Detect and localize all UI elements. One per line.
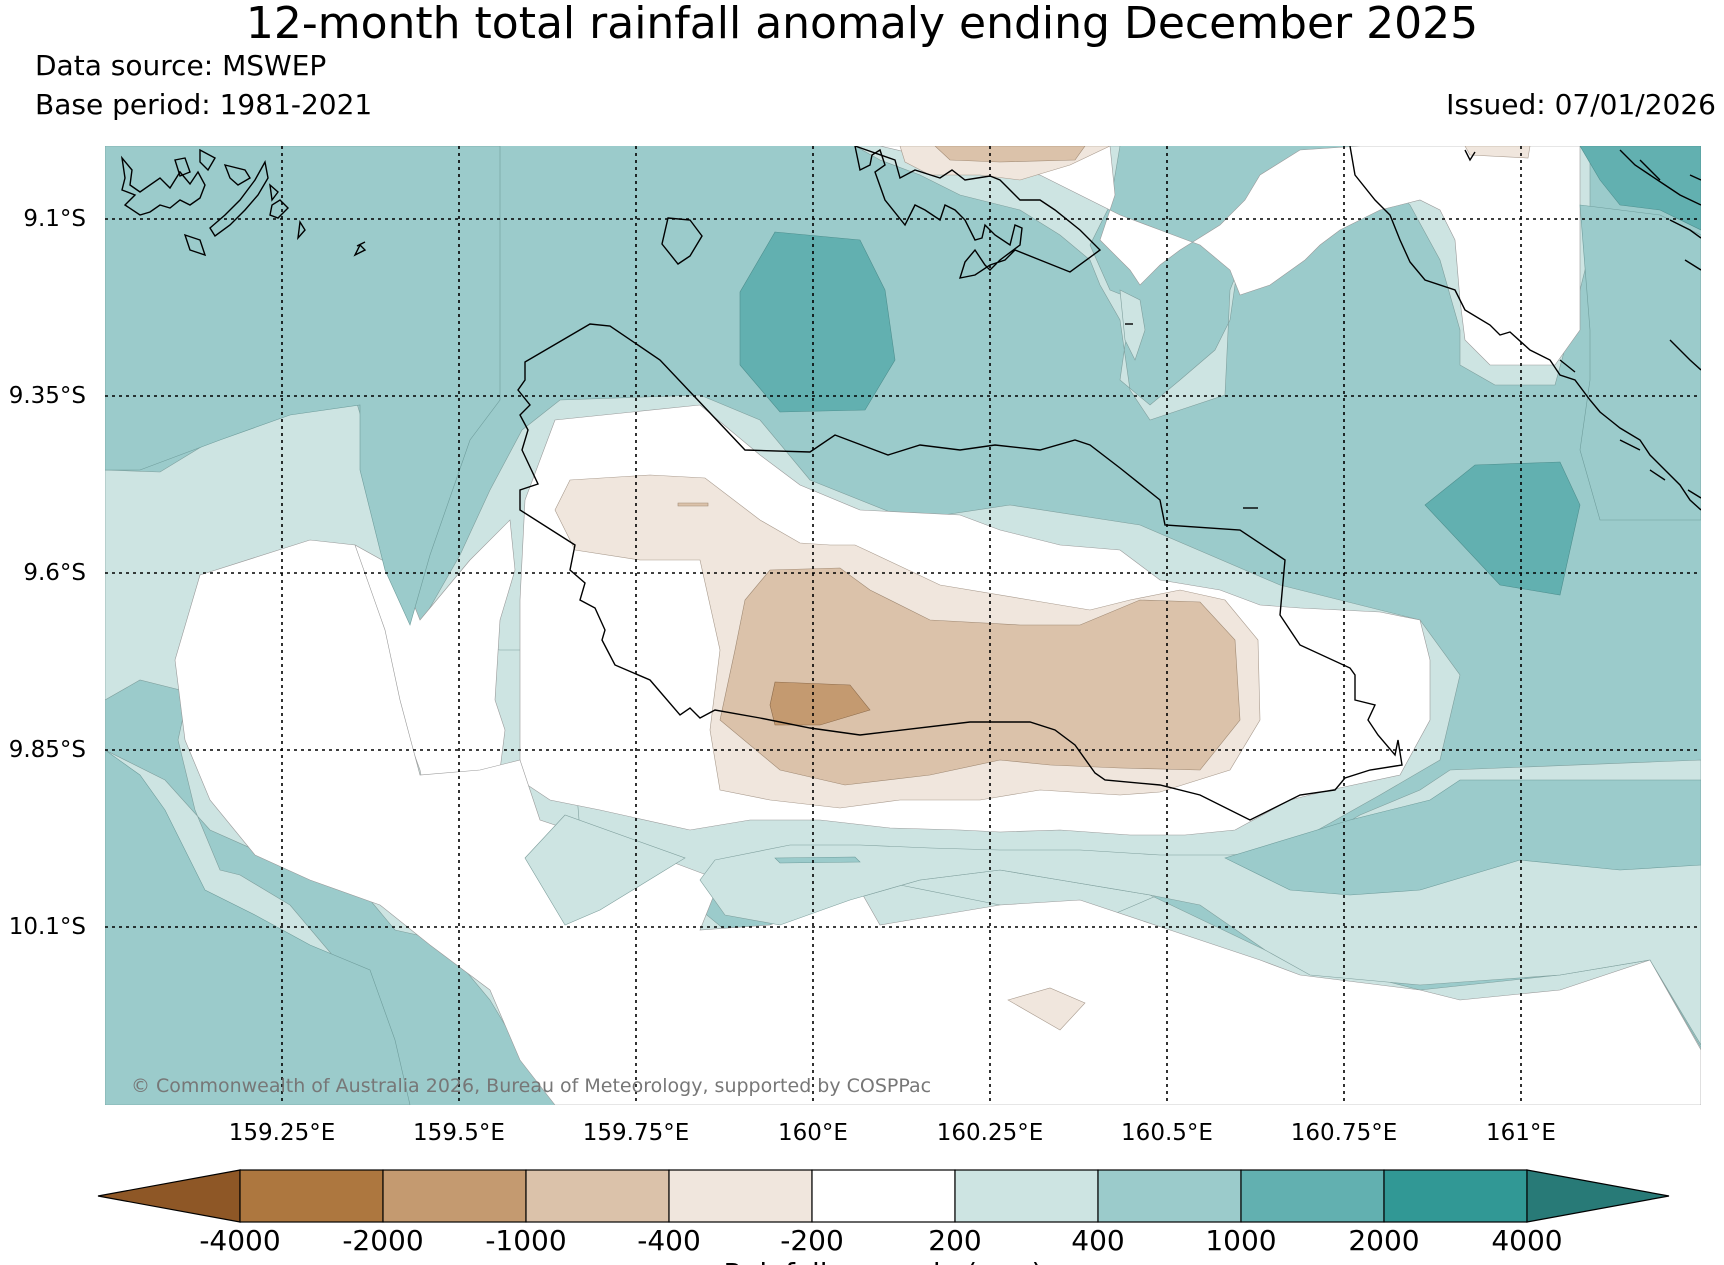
data-source-label: Data source: MSWEP: [35, 49, 327, 82]
colorbar-ticks: -4000 -2000 -1000 -400 -200 200 400 1000…: [199, 1224, 1562, 1257]
lat-label: 9.6°S: [23, 560, 86, 586]
colorbar-title: Rainfall anomaly (mm): [723, 1257, 1042, 1265]
longitude-labels: 159.25°E 159.5°E 159.75°E 160°E 160.25°E…: [229, 1120, 1556, 1146]
issued-date-label: Issued: 07/01/2026: [1446, 88, 1716, 121]
colorbar-tick-label: 400: [1071, 1224, 1124, 1257]
lat-label: 10.1°S: [9, 914, 86, 940]
latitude-labels: 9.1°S 9.35°S 9.6°S 9.85°S 10.1°S: [9, 206, 86, 940]
colorbar-tick-label: -4000: [199, 1224, 280, 1257]
coastline-russell-islands: [120, 148, 367, 257]
colorbar-tick-label: 4000: [1491, 1224, 1562, 1257]
colorbar-tick-label: -200: [780, 1224, 844, 1257]
colorbar-segment: [811, 1169, 956, 1223]
colorbar: [97, 1169, 1670, 1223]
colorbar-tick-label: 1000: [1205, 1224, 1276, 1257]
anomaly-area-400-1000-southeast: [1224, 779, 1701, 896]
colorbar-segment: [668, 1169, 813, 1223]
lon-label: 160.5°E: [1121, 1120, 1213, 1146]
coastline-nggela: [854, 146, 1102, 279]
lat-label: 9.85°S: [9, 737, 86, 763]
lat-label: 9.1°S: [23, 206, 86, 232]
coastline-malaita: [1349, 146, 1701, 511]
colorbar-tick-label: 2000: [1348, 1224, 1419, 1257]
anomaly-area-neg-south: [1007, 987, 1086, 1031]
anomaly-area-400-1000-west: [105, 749, 411, 1105]
lat-label: 9.35°S: [9, 383, 86, 409]
coastline-savo: [661, 217, 703, 265]
anomaly-area-1000-2000-east: [1424, 461, 1581, 596]
anomaly-area-1000-2000-northeast-right: [1579, 204, 1701, 521]
colorbar-segment: [382, 1169, 527, 1223]
colorbar-segment: [239, 1169, 384, 1223]
anomaly-area-neg-1000-2000: [769, 681, 871, 726]
lon-label: 160.25°E: [937, 1120, 1044, 1146]
map-title: 12-month total rainfall anomaly ending D…: [245, 0, 1479, 49]
lon-label: 160.75°E: [1291, 1120, 1398, 1146]
rainfall-anomaly-field: [105, 146, 1701, 1105]
anomaly-area-200-400-north-strip: [1119, 289, 1146, 361]
anomaly-area-neg-north-b: [934, 146, 1086, 163]
lon-label: 159.75°E: [583, 1120, 690, 1146]
colorbar-tick-label: 200: [928, 1224, 981, 1257]
colorbar-tick-label: -400: [637, 1224, 701, 1257]
anomaly-area-neutral-southwest: [174, 539, 1701, 1105]
anomaly-patch-400-1000-b: [774, 856, 861, 864]
anomaly-area-1000-2000-northeast: [1579, 146, 1701, 231]
anomaly-area-neg-400-1000: [719, 567, 1241, 786]
colorbar-extend-high: [1526, 1169, 1670, 1223]
colorbar-segment: [1097, 1169, 1242, 1223]
anomaly-area-neutral-north-center: [854, 146, 1591, 421]
colorbar-tick-label: -2000: [342, 1224, 423, 1257]
colorbar-segment: [1383, 1169, 1528, 1223]
colorbar-segment: [954, 1169, 1099, 1223]
lon-label: 161°E: [1486, 1120, 1556, 1146]
colorbar-segment: [1240, 1169, 1385, 1223]
anomaly-area-neg-north-c: [1464, 146, 1531, 159]
base-period-label: Base period: 1981-2021: [35, 88, 373, 121]
anomaly-patch-200-400-a: [524, 814, 686, 926]
lon-label: 160°E: [778, 1120, 848, 1146]
copyright-notice: © Commonwealth of Australia 2026, Bureau…: [131, 1075, 931, 1097]
lon-label: 159.5°E: [413, 1120, 505, 1146]
lon-label: 159.25°E: [229, 1120, 336, 1146]
colorbar-segment: [525, 1169, 670, 1223]
coastlines: [120, 146, 1701, 821]
colorbar-extend-low: [97, 1169, 241, 1223]
coastline-islet-c: [356, 241, 366, 247]
anomaly-area-1000-2000-north: [739, 231, 896, 413]
anomaly-area-neg-tiny: [677, 502, 709, 507]
colorbar-tick-label: -1000: [485, 1224, 566, 1257]
map-panel: 9.1°S 9.35°S 9.6°S 9.85°S 10.1°S 159.25°…: [9, 146, 1701, 1146]
anomaly-area-400-1000-northwest: [105, 146, 501, 626]
coastline-guadalcanal: [517, 323, 1403, 821]
graticule: [105, 146, 1701, 1105]
